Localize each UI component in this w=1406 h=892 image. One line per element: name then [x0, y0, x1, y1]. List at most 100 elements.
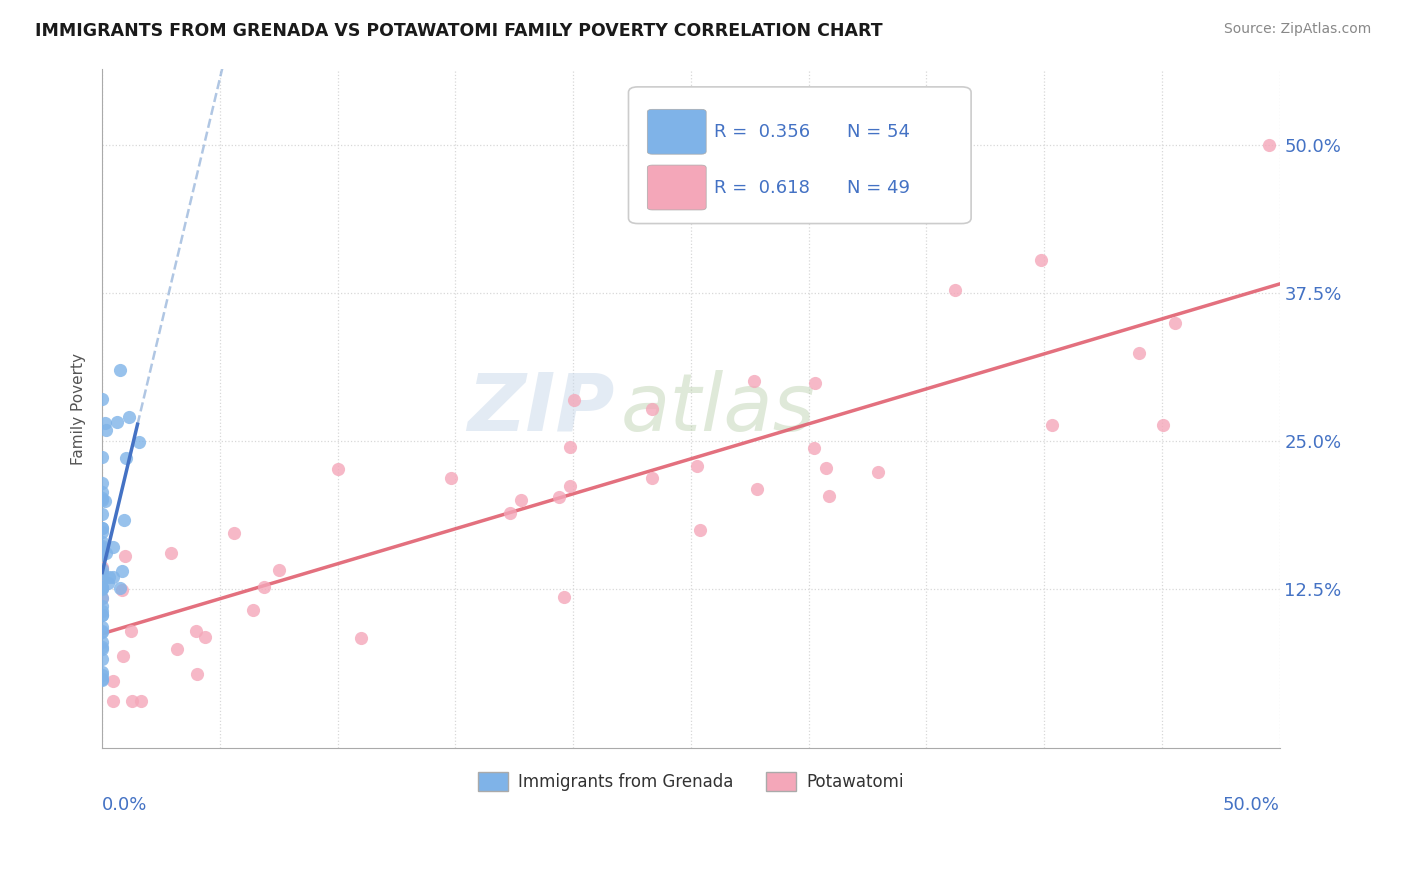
Immigrants from Grenada — [94, 494, 117, 508]
Y-axis label: Family Poverty: Family Poverty — [72, 352, 86, 465]
Immigrants from Grenada — [91, 652, 114, 666]
Immigrants from Grenada — [91, 668, 114, 682]
Potawatomi — [267, 563, 290, 577]
Potawatomi — [111, 582, 134, 597]
Immigrants from Grenada — [96, 546, 118, 560]
Immigrants from Grenada — [91, 566, 114, 581]
Potawatomi — [112, 649, 135, 664]
Potawatomi — [560, 479, 582, 493]
Immigrants from Grenada — [91, 548, 114, 562]
Immigrants from Grenada — [91, 524, 114, 539]
FancyBboxPatch shape — [647, 110, 706, 154]
Immigrants from Grenada — [112, 513, 135, 527]
Immigrants from Grenada — [91, 521, 114, 535]
Immigrants from Grenada — [91, 485, 114, 500]
Potawatomi — [1258, 138, 1281, 153]
Immigrants from Grenada — [91, 635, 114, 649]
Immigrants from Grenada — [91, 607, 114, 622]
Immigrants from Grenada — [91, 493, 114, 508]
Immigrants from Grenada — [91, 450, 114, 464]
Immigrants from Grenada — [91, 582, 114, 596]
Immigrants from Grenada — [105, 415, 128, 429]
FancyBboxPatch shape — [647, 165, 706, 210]
Potawatomi — [101, 674, 124, 689]
Immigrants from Grenada — [128, 435, 150, 450]
Potawatomi — [242, 603, 264, 617]
Immigrants from Grenada — [91, 665, 114, 680]
Immigrants from Grenada — [91, 620, 114, 634]
Potawatomi — [1152, 418, 1174, 433]
Immigrants from Grenada — [91, 541, 114, 556]
Immigrants from Grenada — [91, 521, 114, 535]
Immigrants from Grenada — [91, 573, 114, 587]
FancyBboxPatch shape — [628, 87, 972, 224]
Potawatomi — [253, 580, 276, 594]
Potawatomi — [868, 465, 890, 479]
Potawatomi — [498, 506, 520, 520]
Potawatomi — [747, 483, 769, 497]
Potawatomi — [91, 559, 114, 574]
Potawatomi — [1040, 417, 1063, 432]
Potawatomi — [166, 642, 188, 657]
Potawatomi — [818, 489, 841, 503]
Text: N = 54: N = 54 — [848, 123, 911, 141]
Potawatomi — [121, 694, 143, 708]
Immigrants from Grenada — [91, 604, 114, 618]
Immigrants from Grenada — [91, 476, 114, 491]
Immigrants from Grenada — [98, 570, 121, 584]
Immigrants from Grenada — [91, 582, 114, 596]
Potawatomi — [103, 694, 125, 708]
Potawatomi — [689, 523, 711, 537]
Potawatomi — [548, 490, 571, 504]
Text: R =  0.356: R = 0.356 — [714, 123, 810, 141]
Potawatomi — [804, 376, 827, 390]
Immigrants from Grenada — [108, 363, 131, 377]
Immigrants from Grenada — [91, 581, 114, 595]
Potawatomi — [194, 631, 217, 645]
Immigrants from Grenada — [114, 451, 136, 466]
Potawatomi — [803, 442, 825, 456]
Potawatomi — [186, 666, 208, 681]
Text: 50.0%: 50.0% — [1223, 796, 1279, 814]
Immigrants from Grenada — [111, 564, 134, 578]
Text: R =  0.618: R = 0.618 — [714, 178, 810, 196]
Potawatomi — [560, 440, 582, 454]
Potawatomi — [129, 694, 152, 708]
Immigrants from Grenada — [91, 641, 114, 656]
Potawatomi — [1128, 346, 1150, 360]
Text: Source: ZipAtlas.com: Source: ZipAtlas.com — [1223, 22, 1371, 37]
Immigrants from Grenada — [94, 416, 117, 430]
Immigrants from Grenada — [91, 562, 114, 576]
Potawatomi — [326, 462, 349, 476]
Immigrants from Grenada — [91, 625, 114, 640]
Immigrants from Grenada — [91, 491, 114, 505]
Immigrants from Grenada — [118, 410, 141, 425]
Immigrants from Grenada — [97, 576, 120, 591]
Immigrants from Grenada — [91, 599, 114, 614]
Potawatomi — [91, 562, 114, 576]
Immigrants from Grenada — [91, 543, 114, 558]
Immigrants from Grenada — [91, 580, 114, 594]
Potawatomi — [222, 526, 245, 541]
Potawatomi — [553, 590, 575, 604]
Potawatomi — [742, 374, 765, 388]
Potawatomi — [641, 401, 664, 416]
Immigrants from Grenada — [101, 540, 124, 554]
Text: N = 49: N = 49 — [848, 178, 911, 196]
Text: 0.0%: 0.0% — [103, 796, 148, 814]
Potawatomi — [1029, 252, 1052, 267]
Text: ZIP: ZIP — [467, 369, 614, 448]
Potawatomi — [641, 471, 664, 485]
Immigrants from Grenada — [91, 673, 114, 687]
Potawatomi — [350, 631, 373, 645]
Potawatomi — [686, 459, 709, 474]
Potawatomi — [562, 392, 585, 407]
Potawatomi — [943, 283, 966, 297]
Immigrants from Grenada — [91, 392, 114, 406]
Immigrants from Grenada — [96, 423, 118, 437]
Potawatomi — [114, 549, 136, 563]
Potawatomi — [440, 471, 463, 485]
Text: atlas: atlas — [620, 369, 815, 448]
Potawatomi — [814, 460, 837, 475]
Potawatomi — [184, 624, 207, 638]
